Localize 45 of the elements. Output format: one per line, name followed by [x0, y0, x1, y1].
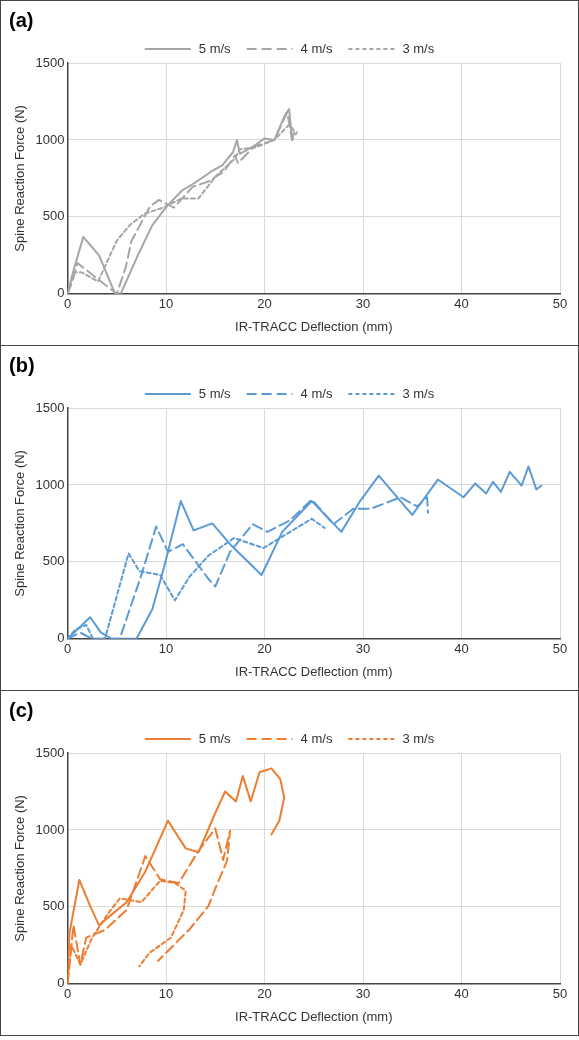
- x-tick-label: 50: [552, 986, 568, 1002]
- chart-title: (c): [9, 698, 34, 721]
- legend-label: 4 m/s: [300, 385, 333, 401]
- x-axis-title: IR-TRACC Deflection (mm): [235, 663, 393, 679]
- y-tick-label: 1000: [35, 821, 65, 837]
- legend-label: 4 m/s: [300, 40, 333, 56]
- x-tick-label: 20: [257, 986, 272, 1002]
- y-tick-label: 500: [42, 553, 65, 569]
- x-tick-label: 10: [158, 986, 174, 1002]
- y-tick-label: 1000: [35, 131, 65, 147]
- x-axis-title: IR-TRACC Deflection (mm): [235, 318, 393, 334]
- y-axis-title: Spine Reaction Force (N): [12, 105, 28, 252]
- y-tick-label: 0: [57, 630, 65, 646]
- x-tick-label: 20: [257, 296, 272, 312]
- legend-label: 3 m/s: [402, 730, 435, 746]
- x-tick-label: 50: [552, 641, 568, 657]
- x-axis-title: IR-TRACC Deflection (mm): [235, 1008, 393, 1024]
- x-tick-label: 30: [355, 986, 371, 1002]
- y-tick-label: 0: [57, 975, 65, 991]
- chart-title: (a): [9, 8, 34, 31]
- legend-label: 4 m/s: [300, 730, 333, 746]
- legend-label: 3 m/s: [402, 385, 435, 401]
- legend-label: 5 m/s: [198, 385, 232, 401]
- x-tick-label: 40: [454, 296, 469, 312]
- y-tick-label: 1500: [35, 399, 65, 415]
- x-tick-label: 40: [454, 641, 469, 657]
- y-tick-label: 500: [42, 208, 65, 224]
- x-tick-label: 40: [454, 986, 469, 1002]
- legend-label: 5 m/s: [198, 40, 232, 56]
- y-tick-label: 1500: [35, 54, 65, 70]
- x-tick-label: 50: [552, 296, 568, 312]
- x-tick-label: 10: [158, 296, 174, 312]
- legend-label: 3 m/s: [402, 40, 435, 56]
- y-tick-label: 1500: [35, 744, 65, 760]
- chart-title: (b): [9, 353, 35, 376]
- x-tick-label: 30: [355, 296, 371, 312]
- x-tick-label: 20: [257, 641, 272, 657]
- x-tick-label: 10: [158, 641, 174, 657]
- y-tick-label: 500: [42, 898, 65, 914]
- y-axis-title: Spine Reaction Force (N): [12, 795, 28, 942]
- y-tick-label: 1000: [35, 476, 65, 492]
- legend-label: 5 m/s: [198, 730, 232, 746]
- y-axis-title: Spine Reaction Force (N): [12, 450, 28, 597]
- y-tick-label: 0: [57, 285, 65, 301]
- x-tick-label: 30: [355, 641, 371, 657]
